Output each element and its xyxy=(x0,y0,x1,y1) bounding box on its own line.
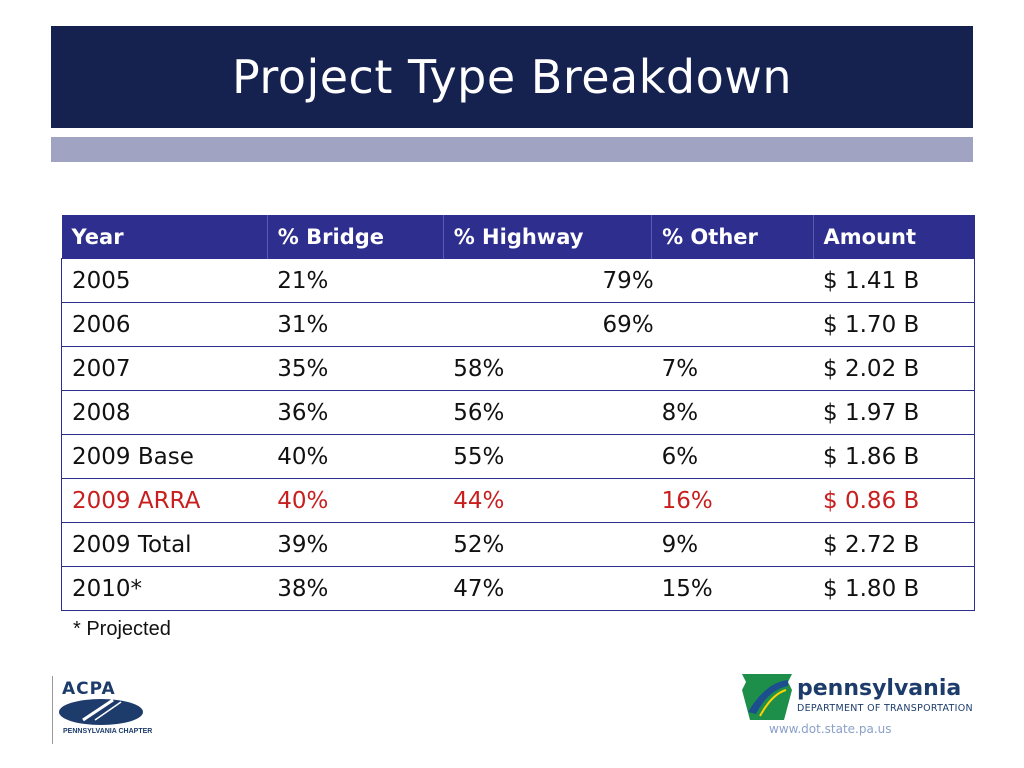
cell-year: 2009 ARRA xyxy=(61,478,268,523)
cell-other: 16% xyxy=(651,478,814,523)
header-amount: Amount xyxy=(813,215,975,259)
acpa-emblem-icon xyxy=(59,698,143,725)
cell-amount: $ 1.80 B xyxy=(813,566,976,611)
table-row: 2009 Total 39% 52% 9% $ 2.72 B xyxy=(61,522,976,567)
keystone-icon xyxy=(742,674,792,720)
cell-bridge: 39% xyxy=(267,522,444,567)
cell-bridge: 36% xyxy=(267,390,444,435)
header-highway: % Highway xyxy=(443,215,653,259)
cell-other: 7% xyxy=(651,346,814,391)
cell-year: 2009 Base xyxy=(61,434,268,479)
header-bridge: % Bridge xyxy=(267,215,444,259)
table-row: 2009 Base 40% 55% 6% $ 1.86 B xyxy=(61,434,976,479)
cell-amount: $ 1.70 B xyxy=(813,302,976,347)
cell-highway: 44% xyxy=(443,478,652,523)
cell-amount: $ 1.86 B xyxy=(813,434,976,479)
cell-bridge: 40% xyxy=(267,434,444,479)
title-bar: Project Type Breakdown xyxy=(51,26,973,128)
cell-bridge: 35% xyxy=(267,346,444,391)
table-row: 2005 21% 79% $ 1.41 B xyxy=(61,258,976,303)
cell-year: 2009 Total xyxy=(61,522,268,567)
project-type-table: Year % Bridge % Highway % Other Amount 2… xyxy=(61,215,976,611)
table-row: 2007 35% 58% 7% $ 2.02 B xyxy=(61,346,976,391)
cell-highway: 56% xyxy=(443,390,652,435)
cell-highway: 47% xyxy=(443,566,652,611)
cell-amount: $ 1.97 B xyxy=(813,390,976,435)
header-year: Year xyxy=(61,215,268,259)
cell-highway: 55% xyxy=(443,434,652,479)
header-other: % Other xyxy=(651,215,814,259)
footnote: * Projected xyxy=(73,618,171,640)
cell-other: 6% xyxy=(651,434,814,479)
cell-amount: $ 2.02 B xyxy=(813,346,976,391)
cell-year: 2010* xyxy=(61,566,268,611)
cell-other: 8% xyxy=(651,390,814,435)
cell-bridge: 21% xyxy=(267,258,444,303)
cell-bridge: 31% xyxy=(267,302,444,347)
cell-year: 2005 xyxy=(61,258,268,303)
penndot-dept: DEPARTMENT OF TRANSPORTATION xyxy=(797,703,973,714)
cell-highway-other: 69% xyxy=(443,302,814,347)
table-row: 2010* 38% 47% 15% $ 1.80 B xyxy=(61,566,976,611)
cell-year: 2007 xyxy=(61,346,268,391)
acpa-logo xyxy=(52,676,153,744)
acpa-name: ACPA xyxy=(62,679,116,699)
cell-bridge: 40% xyxy=(267,478,444,523)
cell-highway: 52% xyxy=(443,522,652,567)
title-underline-bar xyxy=(51,137,973,162)
cell-amount: $ 1.41 B xyxy=(813,258,976,303)
table-row-highlighted: 2009 ARRA 40% 44% 16% $ 0.86 B xyxy=(61,478,976,523)
cell-year: 2008 xyxy=(61,390,268,435)
cell-amount: $ 2.72 B xyxy=(813,522,976,567)
penndot-url[interactable]: www.dot.state.pa.us xyxy=(769,722,892,736)
slide-title: Project Type Breakdown xyxy=(232,50,792,104)
cell-year: 2006 xyxy=(61,302,268,347)
cell-other: 9% xyxy=(651,522,814,567)
table-row: 2008 36% 56% 8% $ 1.97 B xyxy=(61,390,976,435)
table-header-row: Year % Bridge % Highway % Other Amount xyxy=(61,215,975,259)
table-row: 2006 31% 69% $ 1.70 B xyxy=(61,302,976,347)
cell-highway-other: 79% xyxy=(443,258,814,303)
cell-highway: 58% xyxy=(443,346,652,391)
penndot-name: pennsylvania xyxy=(797,676,962,701)
acpa-chapter: PENNSYLVANIA CHAPTER xyxy=(63,728,153,735)
cell-other: 15% xyxy=(651,566,814,611)
cell-amount: $ 0.86 B xyxy=(813,478,976,523)
cell-bridge: 38% xyxy=(267,566,444,611)
